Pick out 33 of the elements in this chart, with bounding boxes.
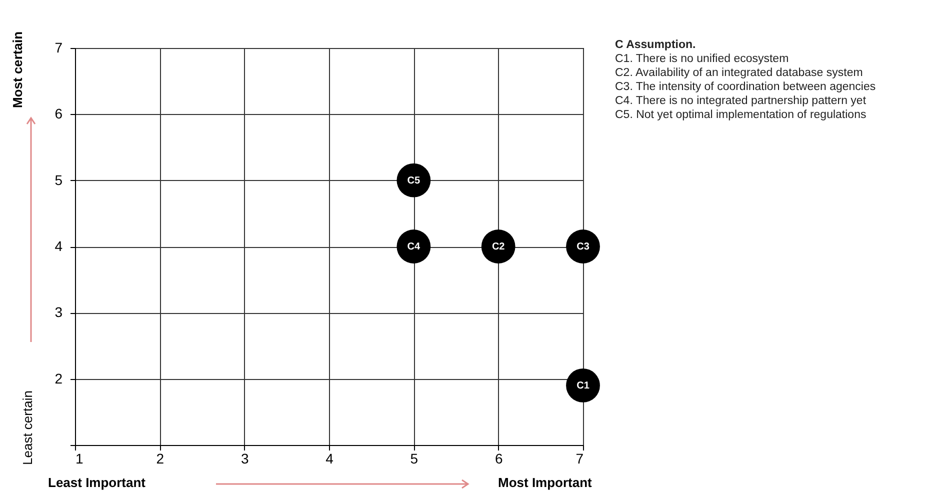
x-tick-label: 2: [156, 450, 164, 466]
series-label: C5: [407, 175, 420, 186]
x-tick-label: 1: [76, 450, 84, 466]
text: C2. Availability of an integrated database system: [615, 66, 864, 80]
y-axis-title: Least certain: [20, 390, 35, 465]
point: [481, 230, 516, 264]
point: [396, 163, 431, 198]
text: C5. Not yet optimal implementation of regulations: [615, 108, 868, 122]
text: C4. There is no integrated partnership pattern yet: [615, 94, 868, 108]
y-tick-label: 3: [54, 304, 63, 320]
point: [396, 230, 431, 264]
y-tick-label: 2: [54, 370, 63, 386]
text: C Assumption.: [615, 38, 697, 52]
text: C1. There is no unified ecosystem: [615, 52, 790, 66]
series-label: C3: [576, 242, 590, 252]
y-tick-label: 4: [54, 238, 63, 254]
y-tick-label: 7: [54, 40, 63, 56]
point: [566, 230, 600, 264]
x-tick-label: 5: [410, 450, 418, 466]
series-label: C2: [492, 242, 506, 252]
series-label: C4: [407, 242, 420, 252]
x-tick-label: 7: [576, 450, 584, 466]
text: C3. The intensity of coordination between agencies: [615, 80, 877, 94]
x-axis-title: Least Important: [48, 475, 146, 490]
y-tick-label: 5: [54, 172, 63, 188]
text: Most certain: [10, 31, 25, 108]
x-tick-label: 6: [494, 450, 503, 466]
point: [566, 368, 600, 402]
x-tick-label: 4: [326, 450, 334, 466]
series-label: C1: [576, 380, 590, 392]
text: Most Important: [498, 475, 592, 490]
y-tick-label: 6: [54, 106, 63, 122]
x-tick-label: 3: [240, 450, 249, 466]
